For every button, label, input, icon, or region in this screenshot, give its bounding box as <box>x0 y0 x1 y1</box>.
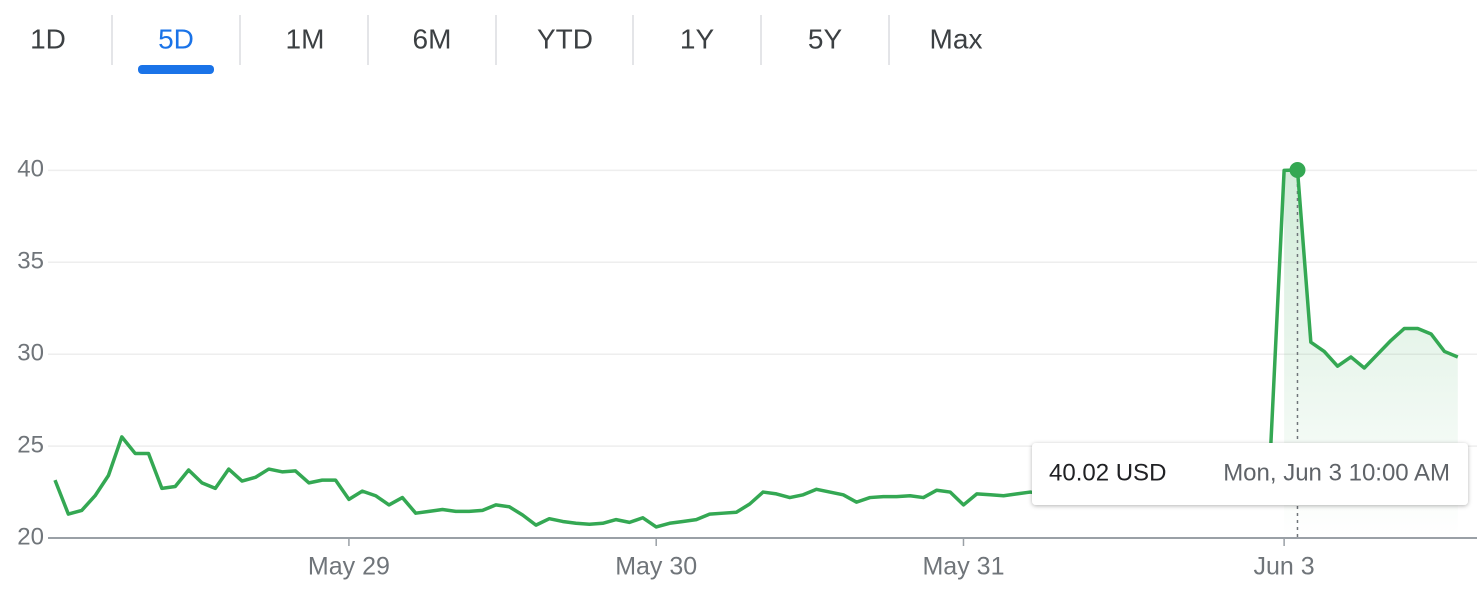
x-tick-label: Jun 3 <box>1254 553 1315 581</box>
range-tab[interactable]: YTD <box>537 23 593 54</box>
x-tick-label: May 29 <box>308 553 390 581</box>
y-tick-label: 30 <box>17 340 44 367</box>
tooltip-time: Mon, Jun 3 10:00 AM <box>1223 459 1450 486</box>
range-tab[interactable]: 1M <box>286 23 325 54</box>
tooltip <box>1032 443 1468 505</box>
range-tab[interactable]: Max <box>930 23 983 54</box>
range-tab[interactable]: 1D <box>30 23 66 54</box>
range-tab[interactable]: 1Y <box>680 23 715 54</box>
range-tabs: 1D 5D 1M 6M YTD 1Y 5Y Max <box>30 15 982 74</box>
selected-indicator <box>138 65 214 74</box>
range-tab[interactable]: 5Y <box>808 23 843 54</box>
tooltip-price: 40.02 USD <box>1049 459 1166 486</box>
range-tab[interactable]: 6M <box>413 23 452 54</box>
x-tick-label: May 30 <box>615 553 697 581</box>
y-tick-label: 40 <box>17 156 44 183</box>
x-tick-label: May 31 <box>922 553 1004 581</box>
plot: 20 25 30 35 40 May 29 May 30 May 31 Jun 3 <box>17 156 1477 581</box>
y-tick-label: 35 <box>17 248 44 275</box>
hover-point <box>1289 162 1306 179</box>
range-tab[interactable]: 5D <box>158 23 194 54</box>
tooltip-box <box>1032 443 1468 505</box>
y-tick-label: 20 <box>17 523 44 550</box>
y-tick-label: 25 <box>17 431 44 458</box>
